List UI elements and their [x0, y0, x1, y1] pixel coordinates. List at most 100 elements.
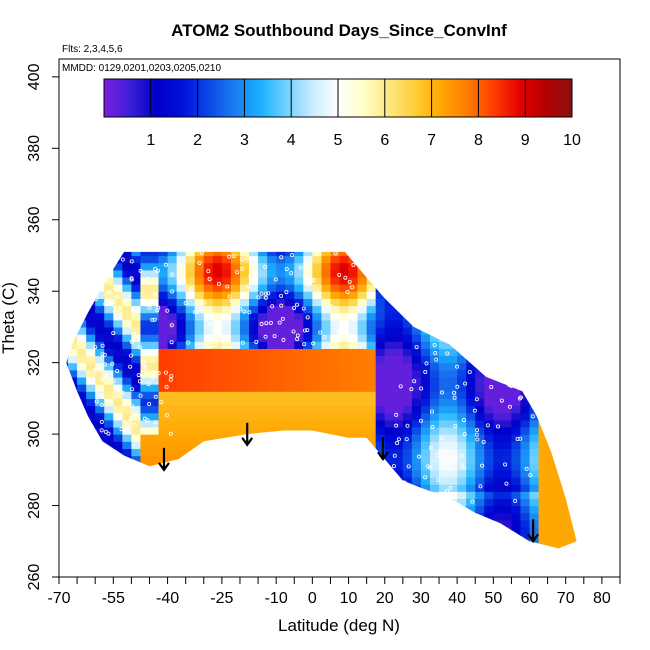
field-cell — [230, 334, 241, 342]
field-cell — [221, 419, 232, 428]
field-cell — [294, 384, 304, 392]
field-cell — [420, 362, 431, 371]
field-cell — [330, 298, 341, 307]
field-cell — [330, 334, 341, 342]
obs-point — [528, 473, 533, 478]
obs-point — [145, 276, 150, 281]
field-cell — [312, 519, 323, 528]
field-cell — [104, 312, 114, 321]
field-cell — [221, 319, 232, 328]
field-cell — [68, 348, 78, 357]
field-cell — [167, 541, 178, 549]
field-cell — [221, 334, 232, 342]
field-cell — [574, 355, 577, 364]
obs-point — [394, 423, 399, 428]
field-cell — [185, 369, 196, 378]
field-cell — [420, 355, 431, 364]
field-cell — [393, 541, 404, 549]
field-cell — [77, 312, 87, 321]
field-cell — [448, 348, 458, 357]
field-cell — [538, 305, 549, 314]
field-cell — [222, 548, 232, 556]
field-cell — [520, 563, 530, 571]
field-cell — [167, 269, 178, 278]
field-cell — [511, 312, 522, 321]
field-cell — [484, 519, 494, 528]
field-cell — [258, 484, 268, 492]
field-cell — [538, 298, 549, 307]
field-cell — [167, 255, 178, 264]
obs-point — [114, 295, 119, 300]
field-cell — [294, 484, 304, 492]
field-cell — [95, 305, 105, 314]
field-cell — [221, 519, 232, 528]
field-cell — [86, 384, 96, 392]
field-cells — [66, 241, 577, 571]
field-cell — [194, 498, 205, 507]
field-cell — [212, 362, 223, 371]
field-cell — [285, 405, 295, 414]
field-cell — [86, 412, 96, 421]
field-cell — [339, 484, 350, 492]
field-cell — [556, 355, 567, 364]
field-cell — [339, 519, 350, 528]
field-cell — [547, 305, 558, 314]
field-cell — [411, 334, 422, 342]
field-cell — [276, 262, 286, 271]
field-cell — [249, 405, 259, 414]
field-cell — [285, 419, 295, 428]
field-cell — [403, 563, 413, 571]
field-cell — [294, 376, 304, 385]
field-cell — [384, 384, 395, 392]
field-cell — [429, 326, 440, 335]
field-cell — [131, 484, 142, 492]
field-cell — [66, 376, 69, 385]
field-cell — [158, 355, 169, 364]
field-cell — [230, 541, 241, 549]
field-cell — [330, 319, 341, 328]
field-cell — [457, 384, 467, 392]
field-cell — [420, 298, 431, 307]
field-cell — [502, 412, 513, 421]
field-cell — [230, 326, 241, 335]
field-cell — [393, 469, 404, 478]
field-cell — [385, 563, 395, 571]
field-cell — [457, 548, 467, 556]
field-cell — [547, 426, 558, 435]
field-cell — [574, 412, 577, 421]
field-cell — [574, 491, 577, 500]
field-cell — [285, 376, 295, 385]
field-cell — [439, 434, 449, 442]
field-cell — [484, 362, 494, 371]
field-cell — [158, 269, 169, 278]
field-cell — [439, 241, 449, 249]
field-cell — [167, 441, 178, 449]
field-cell — [185, 348, 196, 357]
field-cell — [520, 419, 531, 428]
field-cell — [258, 434, 268, 442]
field-cell — [547, 262, 558, 271]
field-cell — [294, 251, 304, 257]
field-cell — [203, 398, 214, 407]
field-cell — [348, 384, 359, 392]
field-cell — [104, 498, 114, 507]
field-cell — [520, 512, 531, 521]
field-cell — [240, 241, 250, 249]
obs-point — [183, 300, 188, 305]
field-cell — [421, 548, 431, 556]
field-cell — [149, 556, 159, 564]
obs-point — [475, 437, 480, 442]
field-cell — [393, 398, 404, 407]
field-cell — [186, 563, 196, 571]
field-cell — [285, 319, 295, 328]
field-cell — [357, 391, 368, 399]
field-cell — [565, 262, 576, 271]
field-cell — [384, 512, 395, 521]
field-cell — [547, 484, 558, 492]
field-cell — [384, 362, 395, 371]
field-cell — [213, 556, 223, 564]
field-cell — [204, 563, 214, 571]
field-cell — [402, 476, 413, 485]
field-cell — [493, 376, 503, 385]
field-cell — [484, 476, 494, 485]
